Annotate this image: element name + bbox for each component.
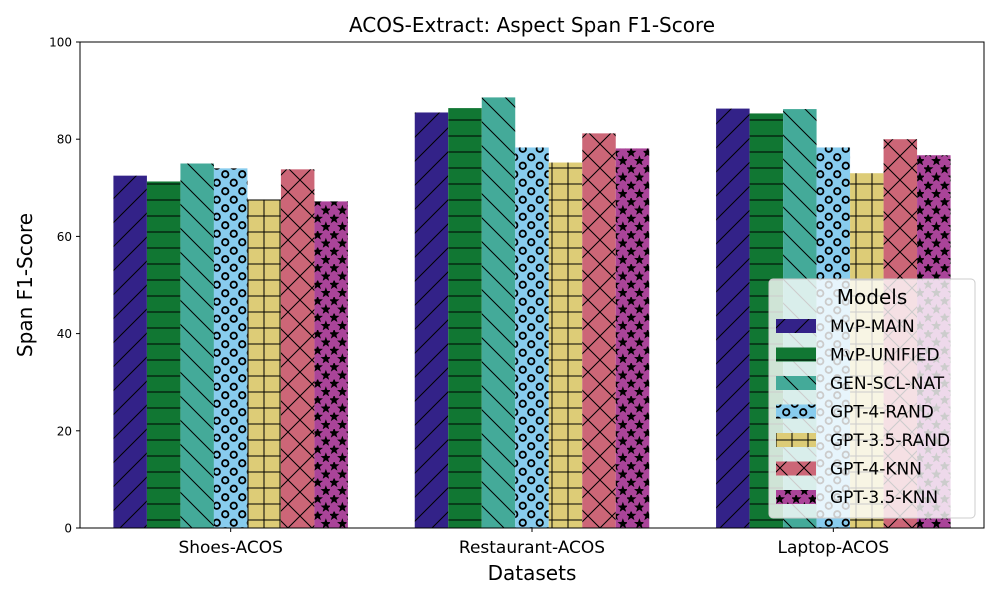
legend-swatch: [776, 433, 816, 447]
legend-label: GPT-3.5-KNN: [830, 488, 938, 508]
bar-gpt-4-rand-restaurant-acos: [515, 147, 549, 528]
legend-swatch: [776, 490, 816, 504]
y-tick-label: 40: [57, 327, 72, 341]
legend-label: MvP-MAIN: [830, 317, 915, 337]
bar-mvp-unified-shoes-acos: [146, 181, 181, 529]
chart-title: ACOS-Extract: Aspect Span F1-Score: [349, 13, 715, 37]
legend-swatch: [776, 404, 816, 419]
legend-swatch: [776, 319, 816, 333]
bar-gpt-4-knn-restaurant-acos: [582, 133, 616, 528]
x-axis: Shoes-ACOS Restaurant-ACOS Laptop-ACOS: [178, 528, 889, 558]
legend-label: GEN-SCL-NAT: [830, 374, 945, 394]
bar-mvp-main-laptop-acos: [716, 108, 750, 528]
bar-gen-scl-nat-restaurant-acos: [481, 97, 516, 529]
legend-swatch: [776, 461, 816, 476]
bar-mvp-main-restaurant-acos: [414, 112, 449, 528]
y-tick-label: 0: [64, 522, 72, 536]
bar-gpt-4-knn-shoes-acos: [280, 169, 315, 528]
bar-gpt-3-5-knn-shoes-acos: [314, 201, 348, 528]
y-tick-label: 100: [49, 36, 72, 50]
y-tick-label: 80: [57, 133, 72, 147]
bar-gpt-3-5-knn-restaurant-acos: [615, 148, 650, 528]
legend-swatch: [776, 347, 816, 362]
x-axis-label: Datasets: [488, 561, 577, 585]
bar-gpt-3-5-rand-restaurant-acos: [548, 162, 583, 528]
x-tick-label: Restaurant-ACOS: [459, 538, 605, 558]
legend-label: GPT-4-RAND: [830, 403, 934, 423]
y-tick-label: 20: [57, 424, 72, 438]
legend-title: Models: [837, 285, 907, 309]
bars-layer: [113, 97, 951, 529]
y-axis-label: Span F1-Score: [13, 213, 37, 357]
legend: Models MvP-MAIN MvP-UNIFIED GEN-SCL-NAT GPT-…: [768, 278, 976, 519]
bar-gpt-4-rand-shoes-acos: [213, 168, 248, 529]
legend-label: GPT-4-KNN: [830, 460, 922, 480]
y-axis: 0 20 40 60 80 100: [49, 36, 80, 536]
x-tick-label: Shoes-ACOS: [178, 538, 282, 558]
legend-label: GPT-3.5-RAND: [830, 431, 950, 451]
legend-label: MvP-UNIFIED: [830, 346, 940, 366]
legend-box: [768, 278, 976, 519]
bar-gen-scl-nat-shoes-acos: [180, 163, 214, 528]
x-tick-label: Laptop-ACOS: [777, 538, 889, 558]
bar-mvp-unified-restaurant-acos: [448, 108, 482, 528]
legend-swatch: [776, 376, 816, 390]
bar-gpt-3-5-rand-shoes-acos: [247, 199, 281, 528]
bar-mvp-main-shoes-acos: [113, 175, 147, 528]
y-tick-label: 60: [57, 230, 72, 244]
